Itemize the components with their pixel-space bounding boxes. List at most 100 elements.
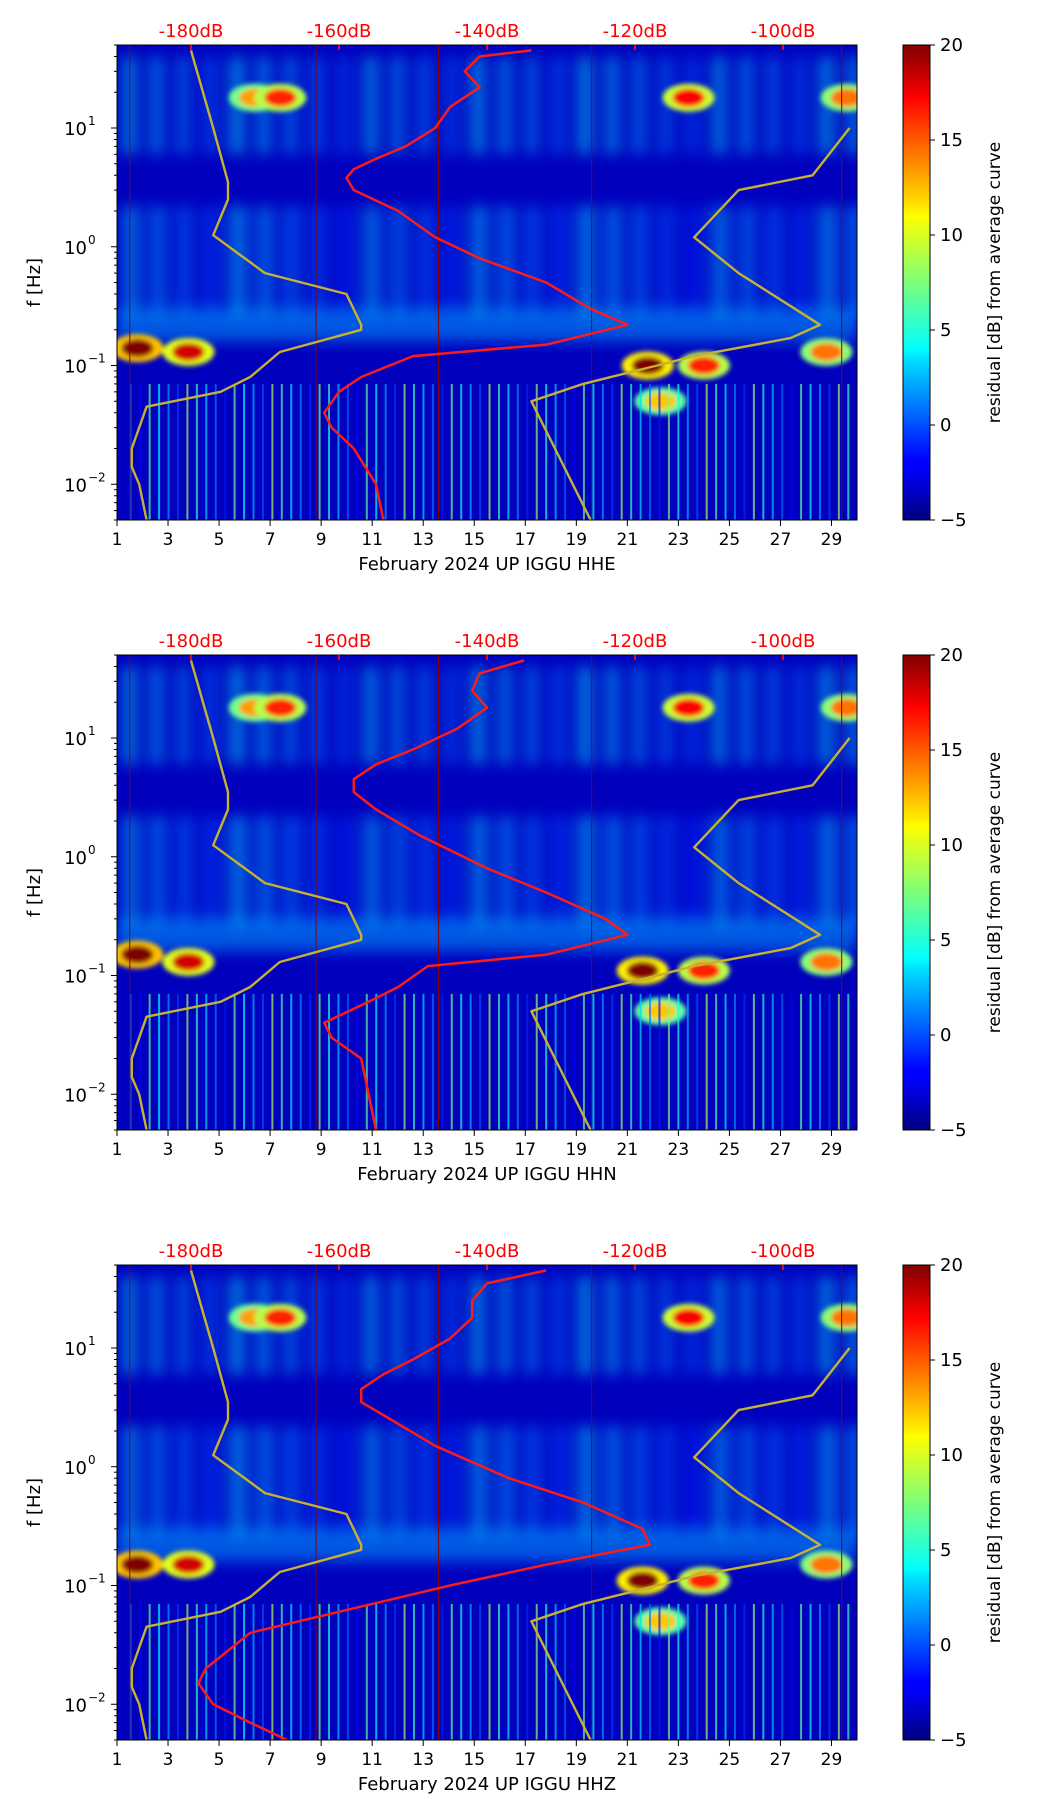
haze-cell [363, 816, 382, 929]
streak [318, 993, 321, 1130]
x-tick-label: 15 [463, 1750, 485, 1770]
haze-cell [711, 56, 727, 155]
hotspot-core [672, 88, 705, 107]
streak [601, 1603, 604, 1740]
streak [573, 383, 576, 520]
streak [413, 383, 415, 520]
hotspot-core [626, 1571, 659, 1590]
streak [573, 993, 576, 1130]
streak [243, 1603, 246, 1740]
streak [497, 993, 500, 1130]
haze-cell [524, 1276, 540, 1375]
streak [186, 383, 189, 520]
x-tick-label: 27 [770, 1140, 792, 1160]
x-axis-label: February 2024 UP IGGU HHN [357, 1164, 616, 1185]
streak [771, 383, 774, 520]
streak [781, 383, 784, 520]
streak [696, 993, 699, 1130]
haze-cell [818, 1426, 837, 1539]
streak [328, 1603, 331, 1740]
haze-cell [631, 206, 650, 319]
streak [809, 1603, 812, 1740]
streak [649, 383, 652, 520]
haze-cell [202, 206, 221, 319]
streak [734, 993, 737, 1130]
streak [611, 383, 614, 520]
x-tick-label: 7 [265, 530, 276, 550]
haze-cell [363, 1276, 379, 1375]
haze-cell [657, 1426, 676, 1539]
x-tick-label: 17 [514, 1140, 536, 1160]
streak [686, 993, 689, 1130]
haze-cell [657, 666, 674, 765]
streak [752, 993, 755, 1130]
hotspot-core [810, 342, 843, 361]
streak [516, 383, 519, 520]
haze-cell [684, 206, 703, 319]
streak [488, 383, 491, 520]
average-curve-line [322, 49, 629, 520]
streak [545, 993, 548, 1130]
streak [403, 383, 406, 520]
haze-cell [791, 56, 808, 155]
colorbar-tick-label: 5 [940, 1540, 951, 1561]
haze-cell [577, 1426, 596, 1539]
streak [696, 1603, 699, 1740]
streak [762, 993, 765, 1130]
haze-cell [765, 666, 781, 765]
streak [167, 383, 170, 520]
haze-cell [577, 206, 596, 319]
streak [847, 1603, 850, 1740]
streak [299, 993, 302, 1130]
haze-cell [657, 206, 676, 319]
streak [205, 1603, 208, 1740]
y-tick-label: 10 [64, 967, 87, 988]
streak [186, 993, 189, 1130]
streak [790, 993, 793, 1130]
haze-cell [416, 666, 433, 765]
haze-cell [390, 56, 406, 155]
streak [526, 993, 529, 1130]
y-tick-label: 10 [64, 848, 87, 869]
x-tick-label: 3 [163, 1140, 174, 1160]
colorbar-tick-label: 0 [940, 415, 951, 436]
haze-cell [631, 666, 647, 765]
haze-cell [363, 666, 379, 765]
streak [441, 993, 444, 1130]
haze-cell [738, 816, 757, 929]
streak [620, 1603, 623, 1740]
streak [762, 383, 765, 520]
haze-cell [497, 1426, 516, 1539]
streak [158, 1603, 161, 1740]
streak [148, 1603, 151, 1740]
spectrogram-plot-area [117, 45, 857, 520]
db-tick-label: -100dB [751, 1241, 816, 1262]
haze-cell [791, 1426, 810, 1539]
streak [800, 383, 803, 520]
streak [479, 993, 482, 1130]
streak [658, 383, 661, 520]
streak [233, 383, 236, 520]
haze-cell [390, 206, 408, 319]
spectrogram-streaks [129, 1603, 857, 1740]
db-tick-label: -120dB [603, 21, 668, 42]
db-tick-label: -140dB [455, 1241, 520, 1262]
streak [516, 993, 519, 1130]
streak [337, 383, 340, 520]
haze-cell [711, 1426, 730, 1539]
db-tick-label: -160dB [307, 1241, 372, 1262]
hotspot-core [172, 1555, 205, 1574]
streak [309, 1603, 312, 1740]
streak [261, 1603, 264, 1740]
lower-model-line [130, 50, 363, 520]
streak [507, 993, 510, 1130]
x-tick-label: 1 [112, 1140, 123, 1160]
haze-cell [711, 666, 727, 765]
upper-model-line [530, 1347, 851, 1740]
streak [224, 993, 227, 1130]
streak [318, 383, 321, 520]
streak [658, 1603, 661, 1740]
streak [545, 383, 548, 520]
streak [800, 1603, 803, 1740]
haze-cell [390, 1276, 406, 1375]
